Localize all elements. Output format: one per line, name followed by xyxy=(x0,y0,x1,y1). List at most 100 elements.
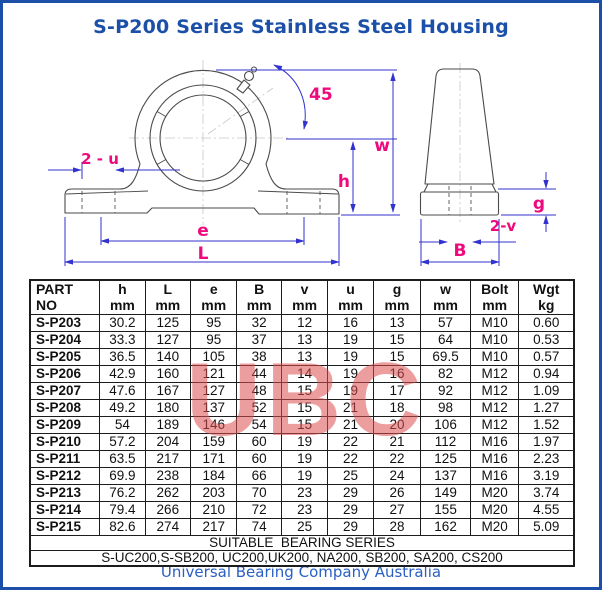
value-cell: 17 xyxy=(372,382,422,400)
value-cell: 180 xyxy=(144,399,192,417)
dim-label-2u: 2 - u xyxy=(81,150,119,168)
value-cell: M12 xyxy=(469,365,520,383)
col-header-part: PART NO xyxy=(29,279,101,315)
value-cell: 66 xyxy=(236,467,282,485)
table-row: S-P203 30.2 125 95 32 12 16 13 57 M10 0.60 xyxy=(29,314,575,332)
value-cell: 37 xyxy=(236,331,282,349)
value-cell: 3.19 xyxy=(518,467,575,485)
value-cell: 217 xyxy=(190,518,238,536)
value-cell: 25 xyxy=(327,467,374,485)
value-cell: 171 xyxy=(190,450,238,468)
dim-label-2v: 2-v xyxy=(490,217,517,235)
table-row: S-P210 57.2 204 159 60 19 22 21 112 M16 1.97 xyxy=(29,433,575,451)
value-cell: 60 xyxy=(236,433,282,451)
value-cell: 64 xyxy=(420,331,471,349)
value-cell: 14 xyxy=(280,365,329,383)
part-no-cell: S-P215 xyxy=(29,518,101,536)
value-cell: 137 xyxy=(190,399,238,417)
company-tagline: Universal Bearing Company Australia xyxy=(160,563,442,581)
part-no-cell: S-P208 xyxy=(29,399,101,417)
col-header-g: g mm xyxy=(372,279,422,315)
part-no-cell: S-P206 xyxy=(29,365,101,383)
col-header-bolt: Bolt mm xyxy=(469,279,520,315)
table-row: S-P206 42.9 160 121 44 14 19 16 82 M12 0.94 xyxy=(29,365,575,383)
part-no-cell: S-P212 xyxy=(29,467,101,485)
part-no-cell: S-P211 xyxy=(29,450,101,468)
value-cell: 203 xyxy=(190,484,238,502)
value-cell: 19 xyxy=(327,365,374,383)
value-cell: M20 xyxy=(469,518,520,536)
value-cell: 19 xyxy=(280,450,329,468)
value-cell: 0.57 xyxy=(518,348,575,366)
value-cell: 184 xyxy=(190,467,238,485)
col-header-h: h mm xyxy=(99,279,146,315)
value-cell: 159 xyxy=(190,433,238,451)
value-cell: 13 xyxy=(280,348,329,366)
value-cell: 32 xyxy=(236,314,282,332)
value-cell: 20 xyxy=(372,416,422,434)
value-cell: 57 xyxy=(420,314,471,332)
value-cell: 30.2 xyxy=(99,314,146,332)
value-cell: 16 xyxy=(372,365,422,383)
value-cell: 19 xyxy=(327,331,374,349)
value-cell: M16 xyxy=(469,450,520,468)
value-cell: 15 xyxy=(280,382,329,400)
value-cell: 4.55 xyxy=(518,501,575,519)
value-cell: M10 xyxy=(469,348,520,366)
col-header-u: u mm xyxy=(327,279,374,315)
value-cell: 82 xyxy=(420,365,471,383)
dim-label-w: w xyxy=(374,136,390,156)
value-cell: 60 xyxy=(236,450,282,468)
value-cell: 3.74 xyxy=(518,484,575,502)
value-cell: 160 xyxy=(144,365,192,383)
value-cell: 105 xyxy=(190,348,238,366)
front-view: 45 2 - u e L h w xyxy=(48,60,400,266)
value-cell: 140 xyxy=(144,348,192,366)
value-cell: M12 xyxy=(469,382,520,400)
value-cell: M20 xyxy=(469,484,520,502)
value-cell: 0.53 xyxy=(518,331,575,349)
part-no-cell: S-P209 xyxy=(29,416,101,434)
value-cell: 1.52 xyxy=(518,416,575,434)
value-cell: 44 xyxy=(236,365,282,383)
value-cell: 49.2 xyxy=(99,399,146,417)
value-cell: 1.27 xyxy=(518,399,575,417)
grease-nipple xyxy=(236,66,258,94)
value-cell: 57.2 xyxy=(99,433,146,451)
value-cell: 204 xyxy=(144,433,192,451)
value-cell: 210 xyxy=(190,501,238,519)
value-cell: 0.94 xyxy=(518,365,575,383)
col-header-wgt: Wgt kg xyxy=(518,279,575,315)
value-cell: 1.09 xyxy=(518,382,575,400)
part-no-cell: S-P204 xyxy=(29,331,101,349)
value-cell: 16 xyxy=(327,314,374,332)
part-no-cell: S-P207 xyxy=(29,382,101,400)
value-cell: 70 xyxy=(236,484,282,502)
value-cell: 146 xyxy=(190,416,238,434)
value-cell: 28 xyxy=(372,518,422,536)
part-no-cell: S-P210 xyxy=(29,433,101,451)
value-cell: M20 xyxy=(469,501,520,519)
value-cell: 238 xyxy=(144,467,192,485)
centerline-diagonal xyxy=(207,87,274,135)
table-row: S-P211 63.5 217 171 60 19 22 22 125 M16 2.23 xyxy=(29,450,575,468)
value-cell: 266 xyxy=(144,501,192,519)
value-cell: 92 xyxy=(420,382,471,400)
value-cell: 106 xyxy=(420,416,471,434)
value-cell: 54 xyxy=(99,416,146,434)
value-cell: 47.6 xyxy=(99,382,146,400)
value-cell: 79.4 xyxy=(99,501,146,519)
value-cell: 22 xyxy=(327,433,374,451)
dim-label-g: g xyxy=(533,194,545,214)
value-cell: 0.60 xyxy=(518,314,575,332)
table-row: S-P207 47.6 167 127 48 15 19 17 92 M12 1.09 xyxy=(29,382,575,400)
value-cell: 137 xyxy=(420,467,471,485)
value-cell: 155 xyxy=(420,501,471,519)
bore-circle xyxy=(159,94,247,182)
suitable-series-list: S-UC200,S-SB200, UC200,UK200, NA200, SB2… xyxy=(29,550,575,567)
value-cell: 149 xyxy=(420,484,471,502)
value-cell: 26 xyxy=(372,484,422,502)
dim-label-h: h xyxy=(338,172,350,192)
